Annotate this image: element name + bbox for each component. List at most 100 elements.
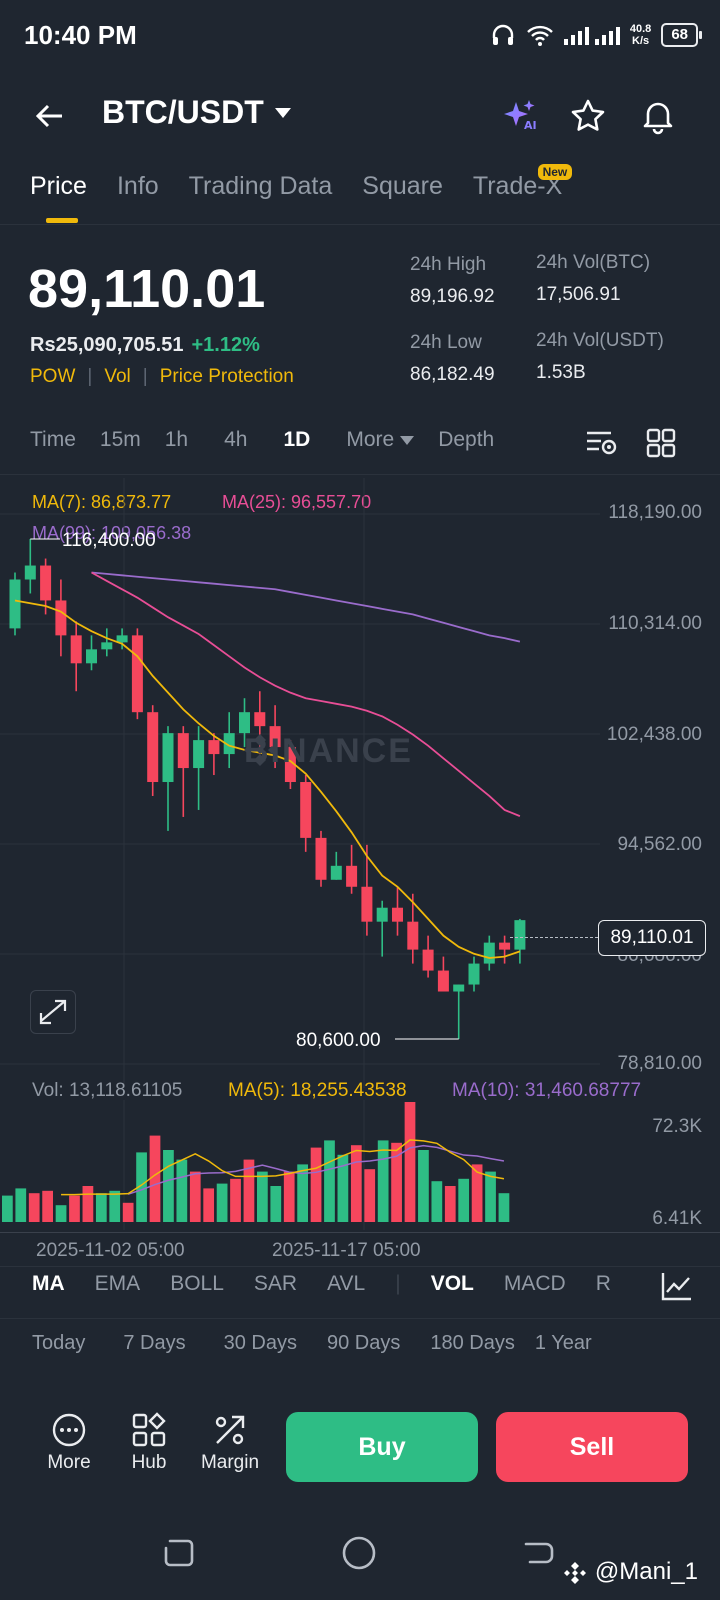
price-change: +1.12% [191, 334, 260, 356]
range-1-year[interactable]: 1 Year [534, 1332, 592, 1354]
ma99-line [91, 571, 521, 643]
chart-settings-icon[interactable] [584, 428, 618, 458]
interval-1d[interactable]: 1D [283, 428, 311, 451]
candle [162, 726, 174, 831]
volume-bar [55, 1205, 67, 1222]
tag-vol[interactable]: Vol [104, 366, 131, 387]
vol-ma10-line [127, 1144, 505, 1195]
tag-pow[interactable]: POW [30, 366, 76, 387]
vol-btc-value: 17,506.91 [536, 284, 621, 305]
candle-body [483, 942, 495, 964]
candle [131, 628, 143, 720]
indicator-chart-icon[interactable] [660, 1270, 694, 1302]
indicator-boll[interactable]: BOLL [170, 1272, 224, 1295]
range-tabs: Today 7 Days 30 Days 90 Days 180 Days 1 … [32, 1332, 592, 1355]
low-label: 24h Low [410, 332, 482, 353]
tab-price[interactable]: Price [30, 172, 87, 200]
candle-body [131, 635, 143, 713]
candle [86, 635, 97, 671]
indicator-vol[interactable]: VOL [430, 1272, 474, 1295]
recent-apps-icon[interactable] [162, 1536, 196, 1570]
status-icons: 40.8 K/s 68 [490, 18, 702, 52]
candle [147, 705, 159, 796]
candle-body [468, 963, 480, 985]
candle [468, 956, 480, 992]
last-price: 89,110.01 [28, 259, 266, 319]
indicator-ema[interactable]: EMA [94, 1272, 141, 1295]
volume-bar [377, 1140, 389, 1222]
hub-button[interactable]: Hub [114, 1412, 184, 1474]
candle [9, 572, 21, 636]
volume-bar [163, 1150, 174, 1222]
tab-trade-x[interactable]: Trade-X New [473, 164, 573, 201]
volume-chart[interactable] [0, 1100, 600, 1230]
range-180-days[interactable]: 180 Days [430, 1332, 515, 1354]
range-7-days[interactable]: 7 Days [123, 1332, 186, 1354]
more-button[interactable]: More [34, 1412, 104, 1474]
indicator-avl[interactable]: AVL [327, 1272, 366, 1295]
volume-bar [15, 1188, 27, 1222]
y-tick: 102,438.00 [606, 724, 702, 745]
star-icon[interactable] [568, 96, 608, 136]
indicator-macd[interactable]: MACD [503, 1272, 566, 1295]
candle [269, 705, 281, 769]
volume-bar [176, 1159, 188, 1222]
indicator-r[interactable]: R [595, 1272, 611, 1295]
volume-bar [69, 1195, 80, 1222]
interval-depth[interactable]: Depth [438, 428, 495, 451]
range-90-days[interactable]: 90 Days [327, 1332, 401, 1354]
expand-icon [39, 999, 67, 1025]
range-30-days[interactable]: 30 Days [223, 1332, 297, 1354]
y-tick: 78,810.00 [617, 1053, 702, 1074]
volume-bar [243, 1159, 255, 1222]
buy-button[interactable]: Buy [286, 1412, 478, 1482]
volume-bar [418, 1150, 429, 1222]
tab-info[interactable]: Info [116, 172, 159, 200]
volume-bar [82, 1186, 94, 1222]
candle [223, 712, 235, 769]
interval-bar: Time 15m 1h 4h 1D More Depth [30, 428, 494, 452]
pair-selector[interactable]: BTC/USDT [102, 94, 292, 131]
volume-bar [404, 1102, 416, 1222]
tab-square[interactable]: Square [362, 172, 443, 200]
candle-body [361, 886, 373, 922]
interval-1h[interactable]: 1h [164, 428, 189, 451]
indicator-ma[interactable]: MA [32, 1272, 65, 1295]
x-tick: 2025-11-17 05:00 [272, 1240, 421, 1261]
low-marker-label: 80,600.00 [296, 1030, 381, 1051]
interval-4h[interactable]: 4h [224, 428, 248, 451]
margin-button[interactable]: Margin [192, 1412, 268, 1474]
candle-body [177, 733, 189, 769]
volume-bar [2, 1195, 13, 1222]
candle-body [330, 865, 342, 880]
layout-grid-icon[interactable] [646, 428, 676, 458]
interval-time[interactable]: Time [30, 428, 76, 451]
volume-bar [136, 1152, 147, 1222]
binance-logo-icon [564, 1561, 587, 1584]
candle [392, 886, 403, 936]
fullscreen-button[interactable] [30, 990, 76, 1034]
home-icon[interactable] [340, 1534, 378, 1572]
range-today[interactable]: Today [32, 1332, 86, 1354]
volume-bar [257, 1171, 268, 1222]
divider [0, 474, 720, 475]
interval-15m[interactable]: 15m [99, 428, 141, 451]
system-nav-bar [0, 1530, 720, 1600]
indicator-sar[interactable]: SAR [253, 1272, 298, 1295]
margin-icon [215, 1415, 245, 1445]
back-arrow-icon[interactable] [30, 96, 70, 136]
y-tick: 118,190.00 [608, 502, 702, 523]
ai-sparkle-icon[interactable]: AI [500, 96, 540, 136]
candlestick-chart[interactable] [0, 478, 600, 1088]
candle [376, 900, 388, 957]
tag-price-protection[interactable]: Price Protection [159, 366, 294, 387]
tab-trading-data[interactable]: Trading Data [188, 172, 333, 200]
network-speed: 40.8 K/s [629, 23, 652, 47]
interval-more[interactable]: More [346, 428, 415, 452]
credit-watermark: @Mani_1 [562, 1558, 698, 1586]
bell-icon[interactable] [638, 96, 678, 136]
vol-ma5-line [61, 1139, 505, 1196]
back-nav-icon[interactable] [522, 1536, 556, 1570]
sell-button[interactable]: Sell [496, 1412, 688, 1482]
volume-bar [350, 1145, 362, 1222]
